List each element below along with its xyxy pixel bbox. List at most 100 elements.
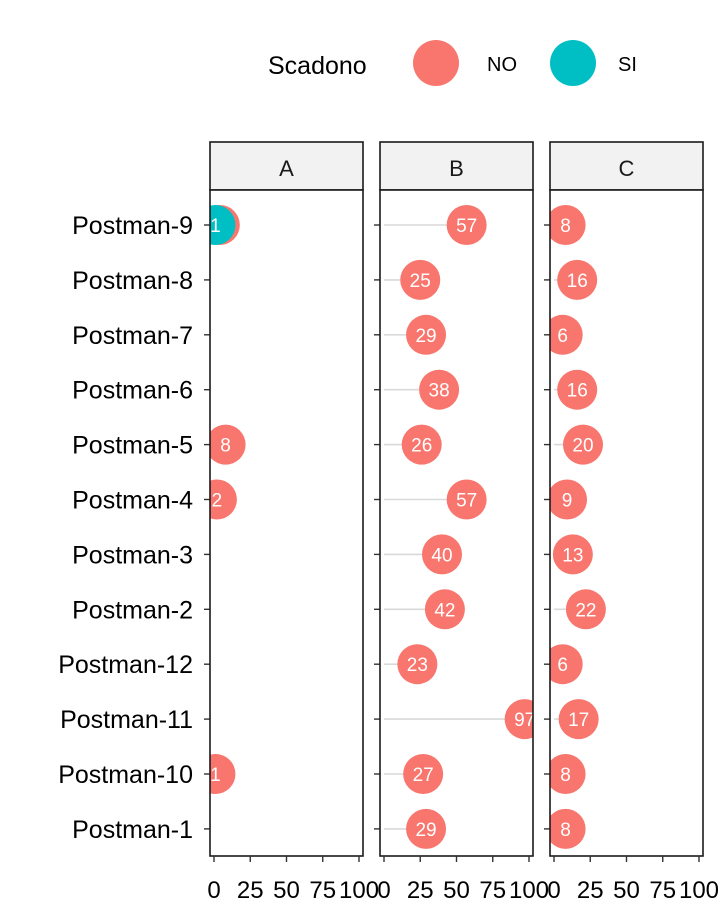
dot-no bbox=[550, 479, 588, 520]
dot-label: 8 bbox=[220, 436, 231, 457]
x-tick-label: 100 bbox=[339, 877, 379, 904]
x-tick-label: 25 bbox=[407, 877, 434, 904]
facet-dots-c: 8 16 6 16 20 9 13 22 6 17 8 8 bbox=[550, 205, 606, 849]
y-tick-label: Postman-4 bbox=[72, 487, 193, 515]
facet-panel-b bbox=[380, 190, 533, 856]
y-tick-label: Postman-3 bbox=[72, 541, 193, 569]
y-tick-label: Postman-10 bbox=[58, 761, 193, 789]
dot-no bbox=[210, 424, 246, 465]
dot-si bbox=[210, 205, 236, 245]
dot-no bbox=[557, 259, 598, 300]
dot-no bbox=[210, 479, 237, 520]
dot-no bbox=[446, 479, 487, 520]
dot-no bbox=[550, 754, 586, 794]
y-tick-label: Postman-5 bbox=[72, 432, 193, 460]
dot-no bbox=[401, 424, 442, 465]
dot-label: 23 bbox=[407, 655, 428, 676]
dot-label: 29 bbox=[415, 326, 436, 347]
x-tick-label: 75 bbox=[649, 877, 676, 904]
y-tick-label: Postman-11 bbox=[60, 706, 193, 734]
facet-strip-b bbox=[379, 141, 534, 191]
dot-no bbox=[550, 644, 583, 685]
dot-label: 1 bbox=[210, 216, 221, 237]
dot-label: 8 bbox=[560, 216, 571, 237]
legend-key-no bbox=[413, 40, 459, 86]
y-tick-label: Postman-8 bbox=[72, 267, 193, 295]
dot-no bbox=[504, 699, 533, 740]
x-tick-label: 0 bbox=[547, 877, 560, 904]
x-tick-label: 75 bbox=[479, 877, 506, 904]
dot-label: 17 bbox=[568, 710, 589, 731]
dot-label: 6 bbox=[557, 655, 568, 676]
dot-no bbox=[419, 369, 460, 410]
dot-no bbox=[406, 808, 447, 849]
dot-label: 22 bbox=[575, 600, 596, 621]
y-tick-label: Postman-7 bbox=[72, 322, 193, 350]
dot-no bbox=[422, 534, 462, 575]
dot-no bbox=[446, 205, 487, 245]
dot-label: 26 bbox=[411, 436, 432, 457]
y-tick-label: Postman-12 bbox=[58, 651, 193, 679]
y-tick-label: Postman-9 bbox=[72, 212, 193, 240]
dot-label: 8 bbox=[560, 765, 571, 786]
x-tick-label: 50 bbox=[613, 877, 640, 904]
dot-label: 16 bbox=[567, 271, 588, 292]
x-tick-label: 100 bbox=[679, 877, 719, 904]
dot-label: 40 bbox=[431, 545, 452, 566]
dot-no bbox=[400, 259, 441, 300]
dot-no bbox=[550, 205, 586, 245]
dot-no bbox=[558, 699, 599, 740]
y-tick-label: Postman-1 bbox=[72, 816, 193, 844]
dot-label: 8 bbox=[560, 820, 571, 841]
dot-no bbox=[550, 314, 583, 355]
x-tick-label: 25 bbox=[577, 877, 604, 904]
facet-dots-a: 41821 bbox=[210, 205, 246, 794]
dot-no bbox=[552, 534, 593, 575]
x-tick-label: 50 bbox=[443, 877, 470, 904]
dot-label: 1 bbox=[210, 765, 221, 786]
facet-dots-b: 57 25 29 38 26 57 40 42 23 97 27 29 bbox=[397, 205, 535, 849]
dot-label: 38 bbox=[429, 381, 450, 402]
facet-strip-label: C bbox=[619, 156, 635, 181]
dot-no bbox=[557, 369, 598, 410]
dot-label: 6 bbox=[557, 326, 568, 347]
dot-no bbox=[563, 424, 603, 465]
x-tick-label: 50 bbox=[273, 877, 300, 904]
x-tick-label: 100 bbox=[509, 877, 549, 904]
dot-label: 25 bbox=[410, 271, 431, 292]
facet-strip-label: B bbox=[449, 156, 464, 181]
legend-label-si: SI bbox=[618, 54, 637, 76]
x-tick-label: 75 bbox=[309, 877, 336, 904]
dot-no bbox=[210, 754, 236, 794]
facet-panel-c bbox=[550, 190, 703, 856]
dot-no bbox=[406, 314, 447, 355]
dot-no bbox=[565, 589, 606, 630]
dot-label: 13 bbox=[562, 545, 583, 566]
dot-label: 9 bbox=[562, 491, 573, 512]
facet-strip-a bbox=[209, 141, 364, 191]
facet-panel-a bbox=[210, 190, 363, 856]
dot-label: 29 bbox=[415, 820, 436, 841]
dot-label: 16 bbox=[567, 381, 588, 402]
dot-label: 20 bbox=[572, 436, 593, 457]
facet-strip-label: A bbox=[279, 156, 294, 181]
y-tick-label: Postman-6 bbox=[72, 377, 193, 405]
legend-title: Scadono bbox=[268, 52, 367, 80]
dot-no bbox=[397, 644, 438, 685]
dot-label: 42 bbox=[434, 600, 455, 621]
x-tick-label: 0 bbox=[207, 877, 220, 904]
dot-no bbox=[424, 589, 465, 630]
y-tick-label: Postman-2 bbox=[72, 596, 193, 624]
dot-no bbox=[550, 808, 586, 849]
dot-label: 27 bbox=[413, 765, 434, 786]
dot-label: 57 bbox=[456, 491, 477, 512]
dot-label: 97 bbox=[514, 710, 535, 731]
x-tick-label: 25 bbox=[237, 877, 264, 904]
dot-label: 2 bbox=[212, 491, 223, 512]
dot-no bbox=[403, 754, 444, 794]
legend-label-no: NO bbox=[487, 54, 517, 76]
dot-label: 57 bbox=[456, 216, 477, 237]
x-tick-label: 0 bbox=[377, 877, 390, 904]
legend-key-si bbox=[550, 40, 596, 86]
